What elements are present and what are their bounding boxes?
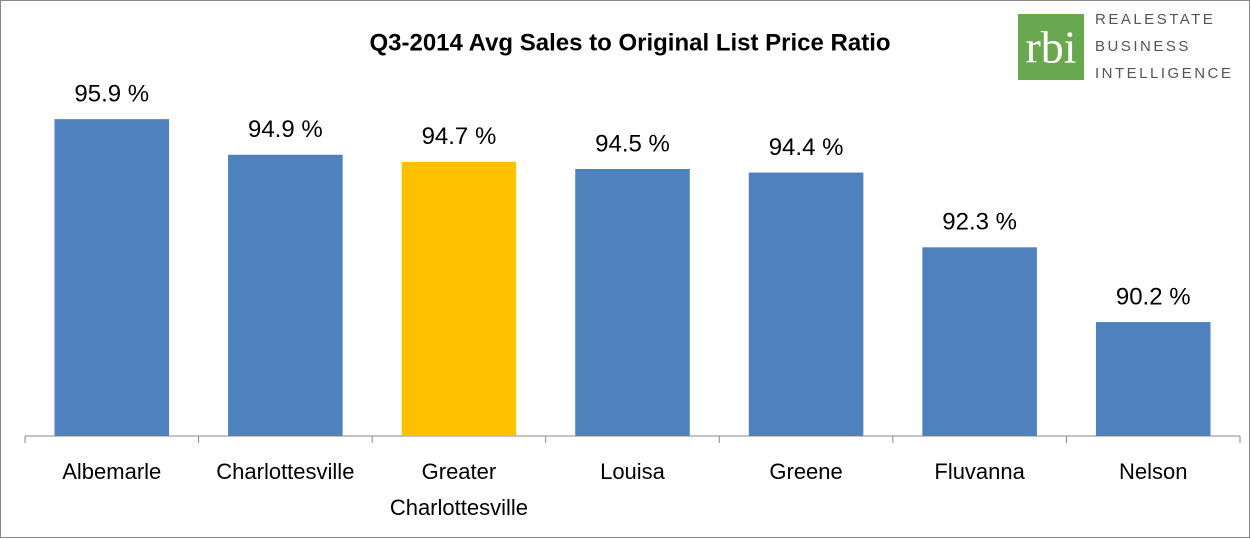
value-label: 94.7 % — [422, 123, 497, 150]
bar — [228, 154, 343, 436]
value-label: 94.4 % — [769, 134, 844, 161]
x-tick-label: Greater Charlottesville — [390, 459, 528, 520]
value-label: 92.3 % — [942, 209, 1017, 236]
logo-square — [1018, 14, 1084, 80]
bar — [748, 172, 864, 436]
bar — [922, 247, 1037, 436]
bar — [401, 161, 517, 436]
x-tick-label: Greene — [769, 459, 842, 484]
x-tick-label: Louisa — [600, 459, 666, 484]
logo-text: INTELLIGENCE — [1095, 65, 1233, 82]
value-label: 94.9 % — [248, 116, 323, 143]
logo-text: BUSINESS — [1095, 38, 1191, 55]
value-label: 95.9 % — [74, 81, 149, 108]
logo-mark: rbi — [1025, 22, 1076, 73]
chart-title: Q3-2014 Avg Sales to Original List Price… — [369, 29, 890, 56]
x-tick-label: Nelson — [1119, 459, 1187, 484]
value-label: 90.2 % — [1116, 283, 1191, 310]
x-tick-label: Fluvanna — [934, 459, 1025, 484]
value-label: 94.5 % — [595, 130, 670, 157]
bar — [1095, 322, 1211, 436]
x-tick-label: Charlottesville — [216, 459, 354, 484]
logo-text: REALESTATE — [1095, 11, 1215, 28]
bar — [575, 169, 690, 436]
bar — [54, 119, 170, 436]
x-tick-label: Albemarle — [62, 459, 161, 484]
logo: rbi REALESTATE BUSINESS INTELLIGENCE — [1018, 11, 1233, 82]
